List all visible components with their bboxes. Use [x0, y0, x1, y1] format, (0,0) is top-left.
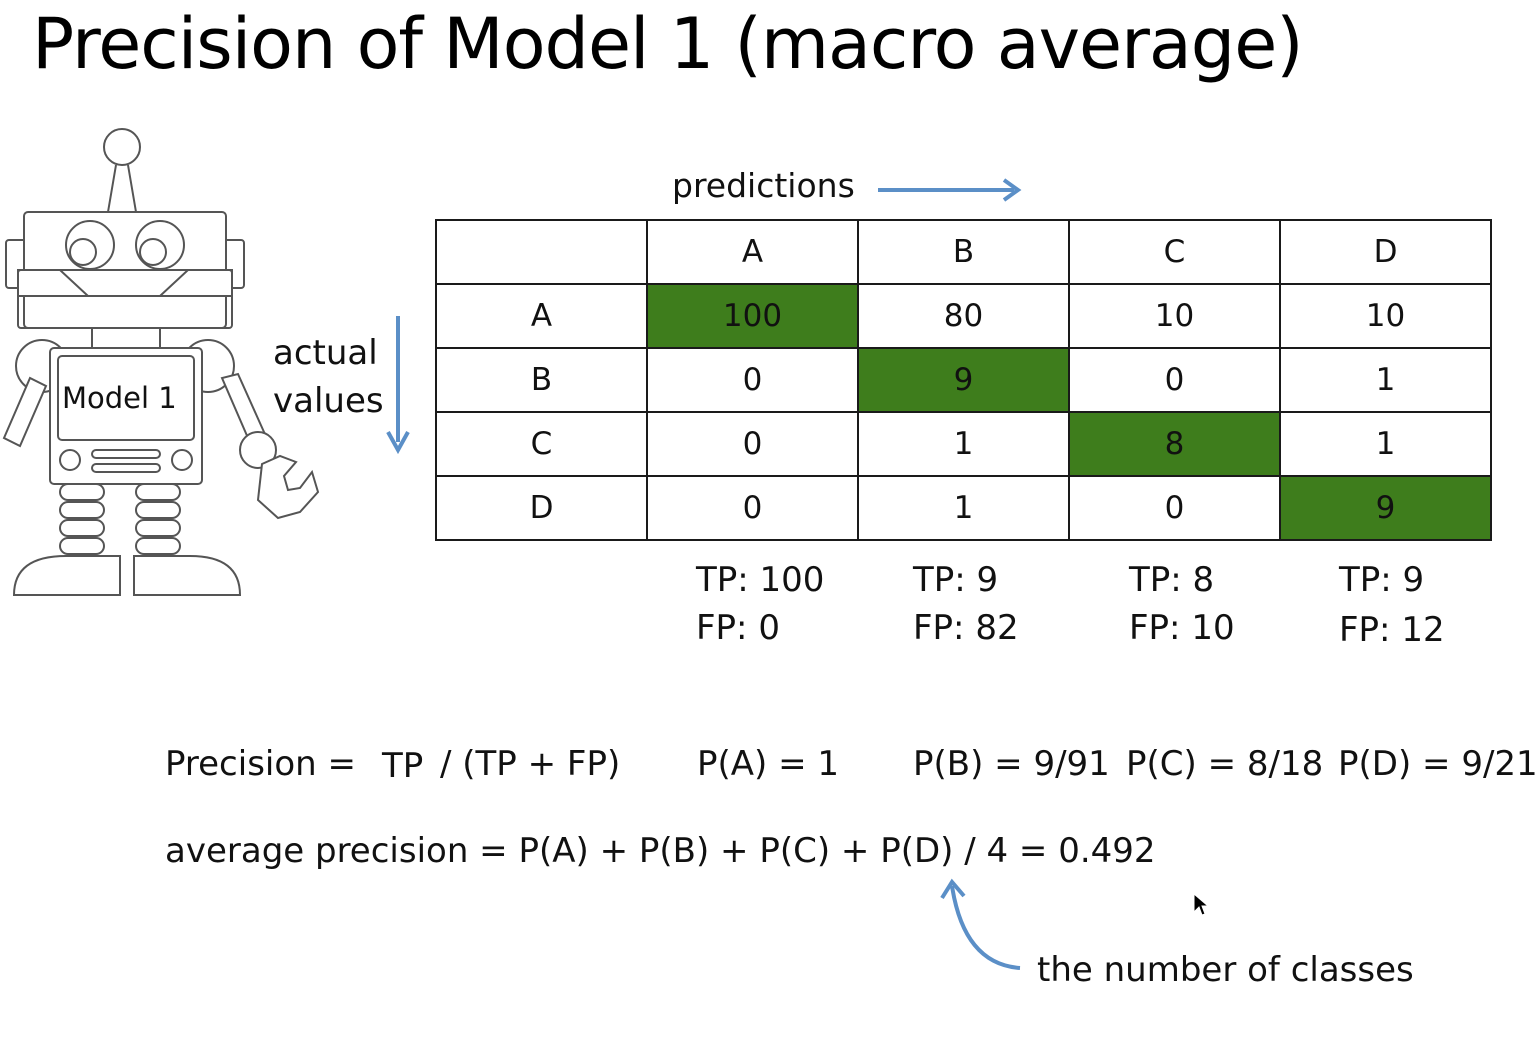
stat-tp-c: TP: 8: [1129, 560, 1215, 600]
average-precision-formula: average precision = P(A) + P(B) + P(C) +…: [165, 831, 1156, 871]
matrix-cell: 1: [1279, 347, 1492, 413]
actual-label-line1: actual: [273, 333, 378, 373]
matrix-cell: 0: [1068, 475, 1281, 541]
predictions-arrow-icon: [878, 178, 1022, 202]
matrix-cell-true-positive: 8: [1068, 411, 1281, 477]
column-header: B: [857, 219, 1070, 285]
column-header: D: [1279, 219, 1492, 285]
column-header: A: [646, 219, 859, 285]
row-header: A: [435, 283, 648, 349]
robot-illustration: [2, 128, 320, 596]
matrix-cell-true-positive: 9: [1279, 475, 1492, 541]
formula-denominator: / (TP + FP): [440, 744, 621, 784]
precision-d: P(D) = 9/21: [1338, 744, 1537, 784]
confusion-matrix: A B C D A 100 80 10 10 B 0 9 0 1 C 0 1 8 1 D 0 1 0 9: [435, 219, 1492, 541]
stat-tp-a: TP: 100: [696, 560, 825, 600]
annotation-text: the number of classes: [1037, 950, 1414, 990]
stat-fp-d: FP: 12: [1339, 610, 1445, 650]
stat-fp-b: FP: 82: [913, 608, 1019, 648]
matrix-cell: 1: [857, 411, 1070, 477]
matrix-cell-true-positive: 9: [857, 347, 1070, 413]
annotation-arrow-icon: [940, 878, 1021, 970]
matrix-cell: 10: [1068, 283, 1281, 349]
stat-tp-d: TP: 9: [1339, 560, 1425, 600]
stat-fp-a: FP: 0: [696, 608, 780, 648]
precision-label: Precision =: [165, 744, 357, 784]
row-header: B: [435, 347, 648, 413]
row-header: C: [435, 411, 648, 477]
formula-tp: TP: [382, 746, 424, 786]
row-header: D: [435, 475, 648, 541]
slide-title: Precision of Model 1 (macro average): [32, 3, 1304, 85]
matrix-cell-true-positive: 100: [646, 283, 859, 349]
matrix-cell: 1: [1279, 411, 1492, 477]
matrix-cell: 0: [646, 347, 859, 413]
cursor-icon: [1193, 892, 1210, 916]
stat-tp-b: TP: 9: [913, 560, 999, 600]
stat-fp-c: FP: 10: [1129, 608, 1235, 648]
actual-arrow-icon: [386, 316, 410, 455]
precision-b: P(B) = 9/91: [913, 744, 1110, 784]
matrix-cell: 1: [857, 475, 1070, 541]
actual-label-line2: values: [273, 381, 384, 421]
matrix-corner-cell: [435, 219, 648, 285]
precision-a: P(A) = 1: [697, 744, 840, 784]
matrix-cell: 0: [646, 475, 859, 541]
matrix-cell: 80: [857, 283, 1070, 349]
precision-c: P(C) = 8/18: [1126, 744, 1324, 784]
matrix-cell: 0: [646, 411, 859, 477]
predictions-label: predictions: [672, 166, 855, 205]
matrix-row: A 100 80 10 10: [435, 283, 1492, 349]
matrix-cell: 10: [1279, 283, 1492, 349]
matrix-cell: 0: [1068, 347, 1281, 413]
column-header: C: [1068, 219, 1281, 285]
robot-label: Model 1: [62, 381, 177, 415]
